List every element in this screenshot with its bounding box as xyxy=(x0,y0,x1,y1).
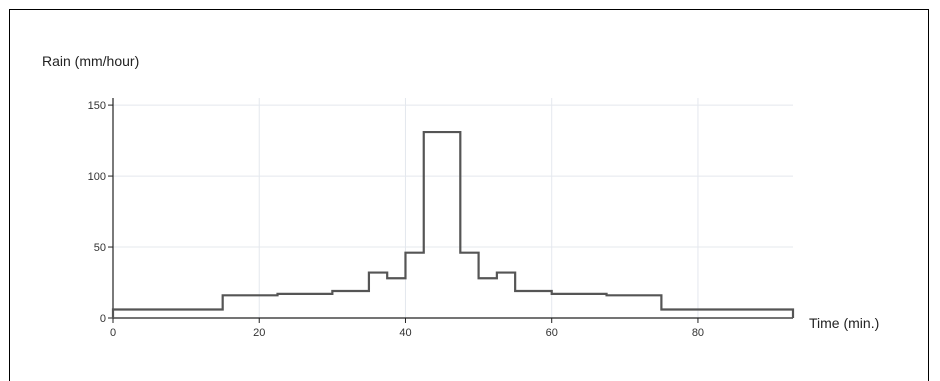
x-tick-label: 40 xyxy=(399,327,411,339)
x-axis-label: Time (min.) xyxy=(809,315,879,331)
rain-series xyxy=(111,130,795,318)
x-tick-label: 0 xyxy=(110,327,116,339)
y-tick-label: 0 xyxy=(100,313,106,325)
rain-step-line xyxy=(111,130,795,318)
chart-panel xyxy=(9,9,929,381)
x-tick-label: 80 xyxy=(692,327,704,339)
y-axis-label: Rain (mm/hour) xyxy=(42,53,139,69)
x-tick-label: 20 xyxy=(253,327,265,339)
axes xyxy=(112,98,793,319)
y-tick-label: 150 xyxy=(88,100,106,112)
y-tick-label: 50 xyxy=(94,242,106,254)
tick-labels: 0 50 100 150 0 20 40 60 80 xyxy=(88,100,704,339)
x-tick-label: 60 xyxy=(546,327,558,339)
grid-lines xyxy=(113,98,793,318)
y-tick-label: 100 xyxy=(88,171,106,183)
